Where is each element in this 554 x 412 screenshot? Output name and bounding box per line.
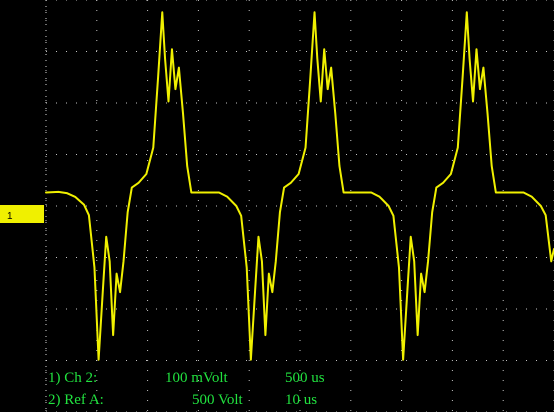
readout-panel: 1) Ch 2: 100 mVolt 500 us 2) Ref A: 500 … <box>48 370 325 408</box>
readout-refa-scale: 500 Volt <box>192 392 244 408</box>
channel-marker-label: 1 <box>7 211 13 222</box>
readout-ch2-time: 500 us <box>285 370 325 386</box>
channel-marker-group: 1 <box>0 205 44 223</box>
waveform-trace <box>45 11 554 361</box>
channel-marker-bar <box>0 205 44 223</box>
readout-refa-prefix: 2) Ref A: <box>48 392 104 408</box>
readout-refa-time: 10 us <box>285 392 317 408</box>
readout-ch2-prefix: 1) Ch 2: <box>48 370 97 386</box>
waveform-path <box>45 11 554 361</box>
readout-ch2-scale: 100 mVolt <box>165 370 228 386</box>
